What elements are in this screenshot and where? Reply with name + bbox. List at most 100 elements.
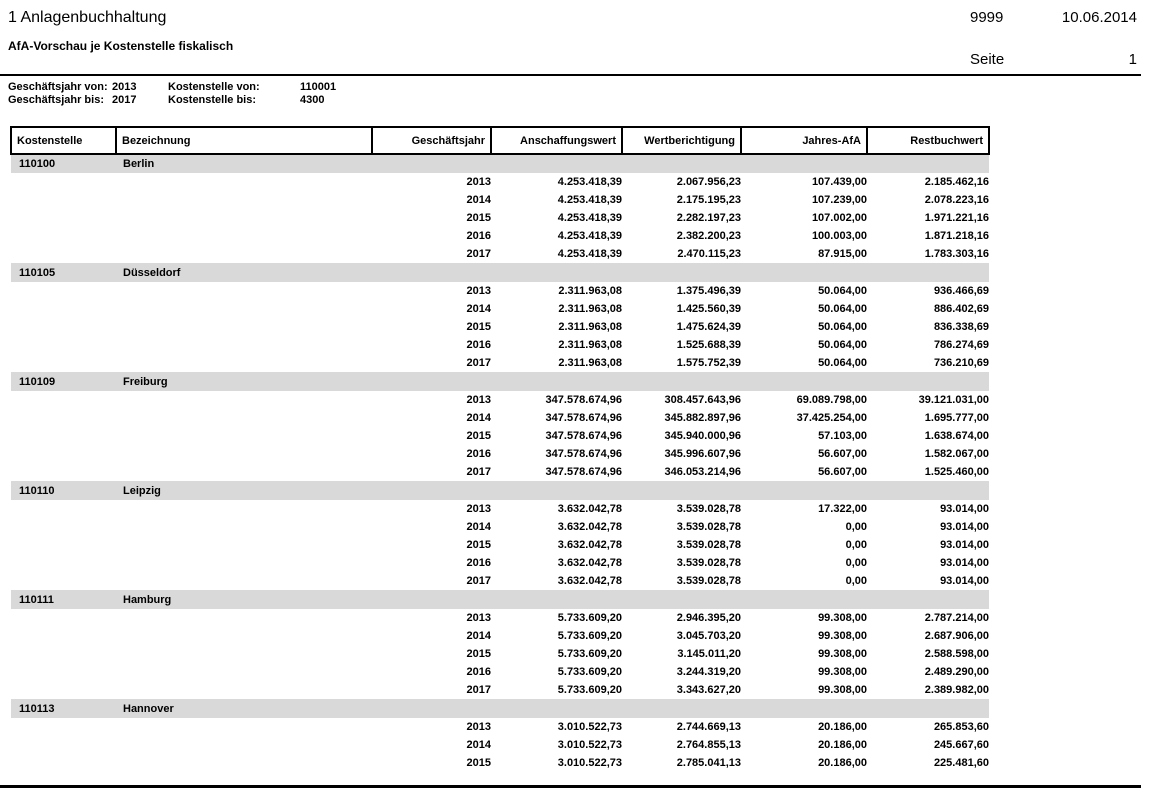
page-label: Seite: [970, 51, 1005, 68]
filter-value-kostenstelle-von: 110001: [300, 81, 337, 93]
cell-wertberichtigung: 1.375.496,39: [676, 285, 741, 297]
column-header-anschaffungswert: Anschaffungswert: [490, 126, 623, 155]
cell-kostenstelle-empty: [11, 282, 116, 300]
cell-wertberichtigung: 2.946.395,20: [676, 612, 741, 624]
column-header-jahres-afa: Jahres-AfA: [740, 126, 868, 155]
page-indicator: Seite 1: [970, 51, 1137, 68]
cell-wertberichtigung: 308.457.643,96: [664, 394, 741, 406]
cell-geschaeftsjahr: 2013: [466, 721, 491, 733]
cell-jahres-afa: 20.186,00: [818, 757, 867, 769]
cell-restbuchwert: 93.014,00: [940, 539, 989, 551]
cell-kostenstelle-empty: [11, 609, 116, 627]
group-row: 110113 Hannover: [11, 699, 989, 718]
cell-bezeichnung-empty: [116, 554, 372, 572]
cell-restbuchwert: 1.695.777,00: [924, 412, 989, 424]
cell-geschaeftsjahr: 2017: [466, 684, 491, 696]
cell-wertberichtigung: 1.425.560,39: [676, 303, 741, 315]
cell-wertberichtigung: 2.764.855,13: [676, 739, 741, 751]
cell-bezeichnung-empty: [116, 518, 372, 536]
cell-geschaeftsjahr: 2013: [466, 612, 491, 624]
cell-anschaffungswert: 3.632.042,78: [557, 575, 622, 587]
cell-wertberichtigung: 3.539.028,78: [676, 557, 741, 569]
data-row: 2015 3.010.522,73 2.785.041,13 20.186,00 225…: [11, 754, 989, 772]
cell-bezeichnung-empty: [116, 391, 372, 409]
cell-restbuchwert: 886.402,69: [933, 303, 989, 315]
cell-bezeichnung-empty: [116, 736, 372, 754]
filter-row-bis: Geschäftsjahr bis: 2017 Kostenstelle bis…: [8, 94, 336, 107]
cell-restbuchwert: 2.787.214,00: [924, 612, 989, 624]
cell-geschaeftsjahr: 2017: [466, 466, 491, 478]
cell-wertberichtigung: 3.145.011,20: [677, 648, 741, 660]
cell-jahres-afa: 50.064,00: [818, 357, 867, 369]
cell-anschaffungswert: 4.253.418,39: [557, 176, 622, 188]
cell-jahres-afa: 99.308,00: [818, 648, 867, 660]
cell-bezeichnung-empty: [116, 536, 372, 554]
group-name: Freiburg: [116, 372, 989, 391]
cell-anschaffungswert: 3.632.042,78: [557, 503, 622, 515]
cell-geschaeftsjahr: 2014: [466, 521, 491, 533]
filter-label-geschaeftsjahr-von: Geschäftsjahr von:: [8, 81, 108, 93]
cell-geschaeftsjahr: 2013: [466, 285, 491, 297]
cell-jahres-afa: 50.064,00: [818, 339, 867, 351]
data-row: 2013 5.733.609,20 2.946.395,20 99.308,00 2.7…: [11, 609, 989, 627]
cell-bezeichnung-empty: [116, 463, 372, 481]
column-header-bezeichnung: Bezeichnung: [115, 126, 373, 155]
cell-restbuchwert: 245.667,60: [933, 739, 989, 751]
table-header-row: Kostenstelle Bezeichnung Geschäftsjahr A…: [10, 126, 990, 155]
filter-row-von: Geschäftsjahr von: 2013 Kostenstelle von…: [8, 81, 336, 94]
page-number: 1: [1128, 51, 1137, 68]
cell-wertberichtigung: 1.575.752,39: [676, 357, 741, 369]
cell-restbuchwert: 786.274,69: [933, 339, 989, 351]
group-code: 110113: [11, 699, 116, 718]
cell-geschaeftsjahr: 2016: [466, 557, 491, 569]
cell-geschaeftsjahr: 2016: [466, 666, 491, 678]
cell-wertberichtigung: 2.382.200,23: [676, 230, 741, 242]
cell-geschaeftsjahr: 2014: [466, 630, 491, 642]
cell-jahres-afa: 100.003,00: [811, 230, 867, 242]
cell-anschaffungswert: 3.632.042,78: [557, 521, 622, 533]
cell-kostenstelle-empty: [11, 409, 116, 427]
cell-jahres-afa: 50.064,00: [818, 285, 867, 297]
cell-kostenstelle-empty: [11, 463, 116, 481]
cell-jahres-afa: 57.103,00: [818, 430, 867, 442]
cell-geschaeftsjahr: 2016: [466, 448, 491, 460]
cell-anschaffungswert: 2.311.963,08: [558, 339, 622, 351]
cell-bezeichnung-empty: [116, 336, 372, 354]
cell-wertberichtigung: 2.067.956,23: [676, 176, 741, 188]
data-row: 2015 4.253.418,39 2.282.197,23 107.002,00 1.…: [11, 209, 989, 227]
cell-restbuchwert: 1.525.460,00: [924, 466, 989, 478]
group-name: Düsseldorf: [116, 263, 989, 282]
cell-anschaffungswert: 3.632.042,78: [557, 539, 622, 551]
cell-wertberichtigung: 345.882.897,96: [664, 412, 741, 424]
data-row: 2014 3.010.522,73 2.764.855,13 20.186,00 245…: [11, 736, 989, 754]
group-row: 110105 Düsseldorf: [11, 263, 989, 282]
cell-geschaeftsjahr: 2016: [466, 230, 491, 242]
data-row: 2016 5.733.609,20 3.244.319,20 99.308,00 2.4…: [11, 663, 989, 681]
cell-kostenstelle-empty: [11, 736, 116, 754]
cell-geschaeftsjahr: 2013: [466, 176, 491, 188]
cell-jahres-afa: 0,00: [845, 521, 867, 533]
cell-kostenstelle-empty: [11, 300, 116, 318]
filter-label-kostenstelle-von: Kostenstelle von:: [168, 81, 260, 93]
cell-restbuchwert: 936.466,69: [933, 285, 989, 297]
cell-geschaeftsjahr: 2016: [466, 339, 491, 351]
column-header-kostenstelle: Kostenstelle: [10, 126, 117, 155]
cell-wertberichtigung: 1.475.624,39: [676, 321, 741, 333]
cell-kostenstelle-empty: [11, 718, 116, 736]
cell-restbuchwert: 2.389.982,00: [924, 684, 989, 696]
cell-restbuchwert: 93.014,00: [940, 503, 989, 515]
filter-block: Geschäftsjahr von: 2013 Kostenstelle von…: [8, 81, 336, 107]
cell-jahres-afa: 56.607,00: [818, 466, 867, 478]
cell-anschaffungswert: 2.311.963,08: [558, 321, 622, 333]
cell-restbuchwert: 836.338,69: [933, 321, 989, 333]
cell-bezeichnung-empty: [116, 300, 372, 318]
report-title: AfA-Vorschau je Kostenstelle fiskalisch: [8, 39, 234, 53]
cell-jahres-afa: 0,00: [845, 575, 867, 587]
data-row: 2013 3.632.042,78 3.539.028,78 17.322,00 93.…: [11, 500, 989, 518]
cell-wertberichtigung: 3.539.028,78: [676, 503, 741, 515]
data-row: 2013 3.010.522,73 2.744.669,13 20.186,00 265…: [11, 718, 989, 736]
cell-wertberichtigung: 3.539.028,78: [676, 521, 741, 533]
cell-wertberichtigung: 345.996.607,96: [664, 448, 741, 460]
cell-geschaeftsjahr: 2015: [466, 430, 491, 442]
cell-kostenstelle-empty: [11, 645, 116, 663]
